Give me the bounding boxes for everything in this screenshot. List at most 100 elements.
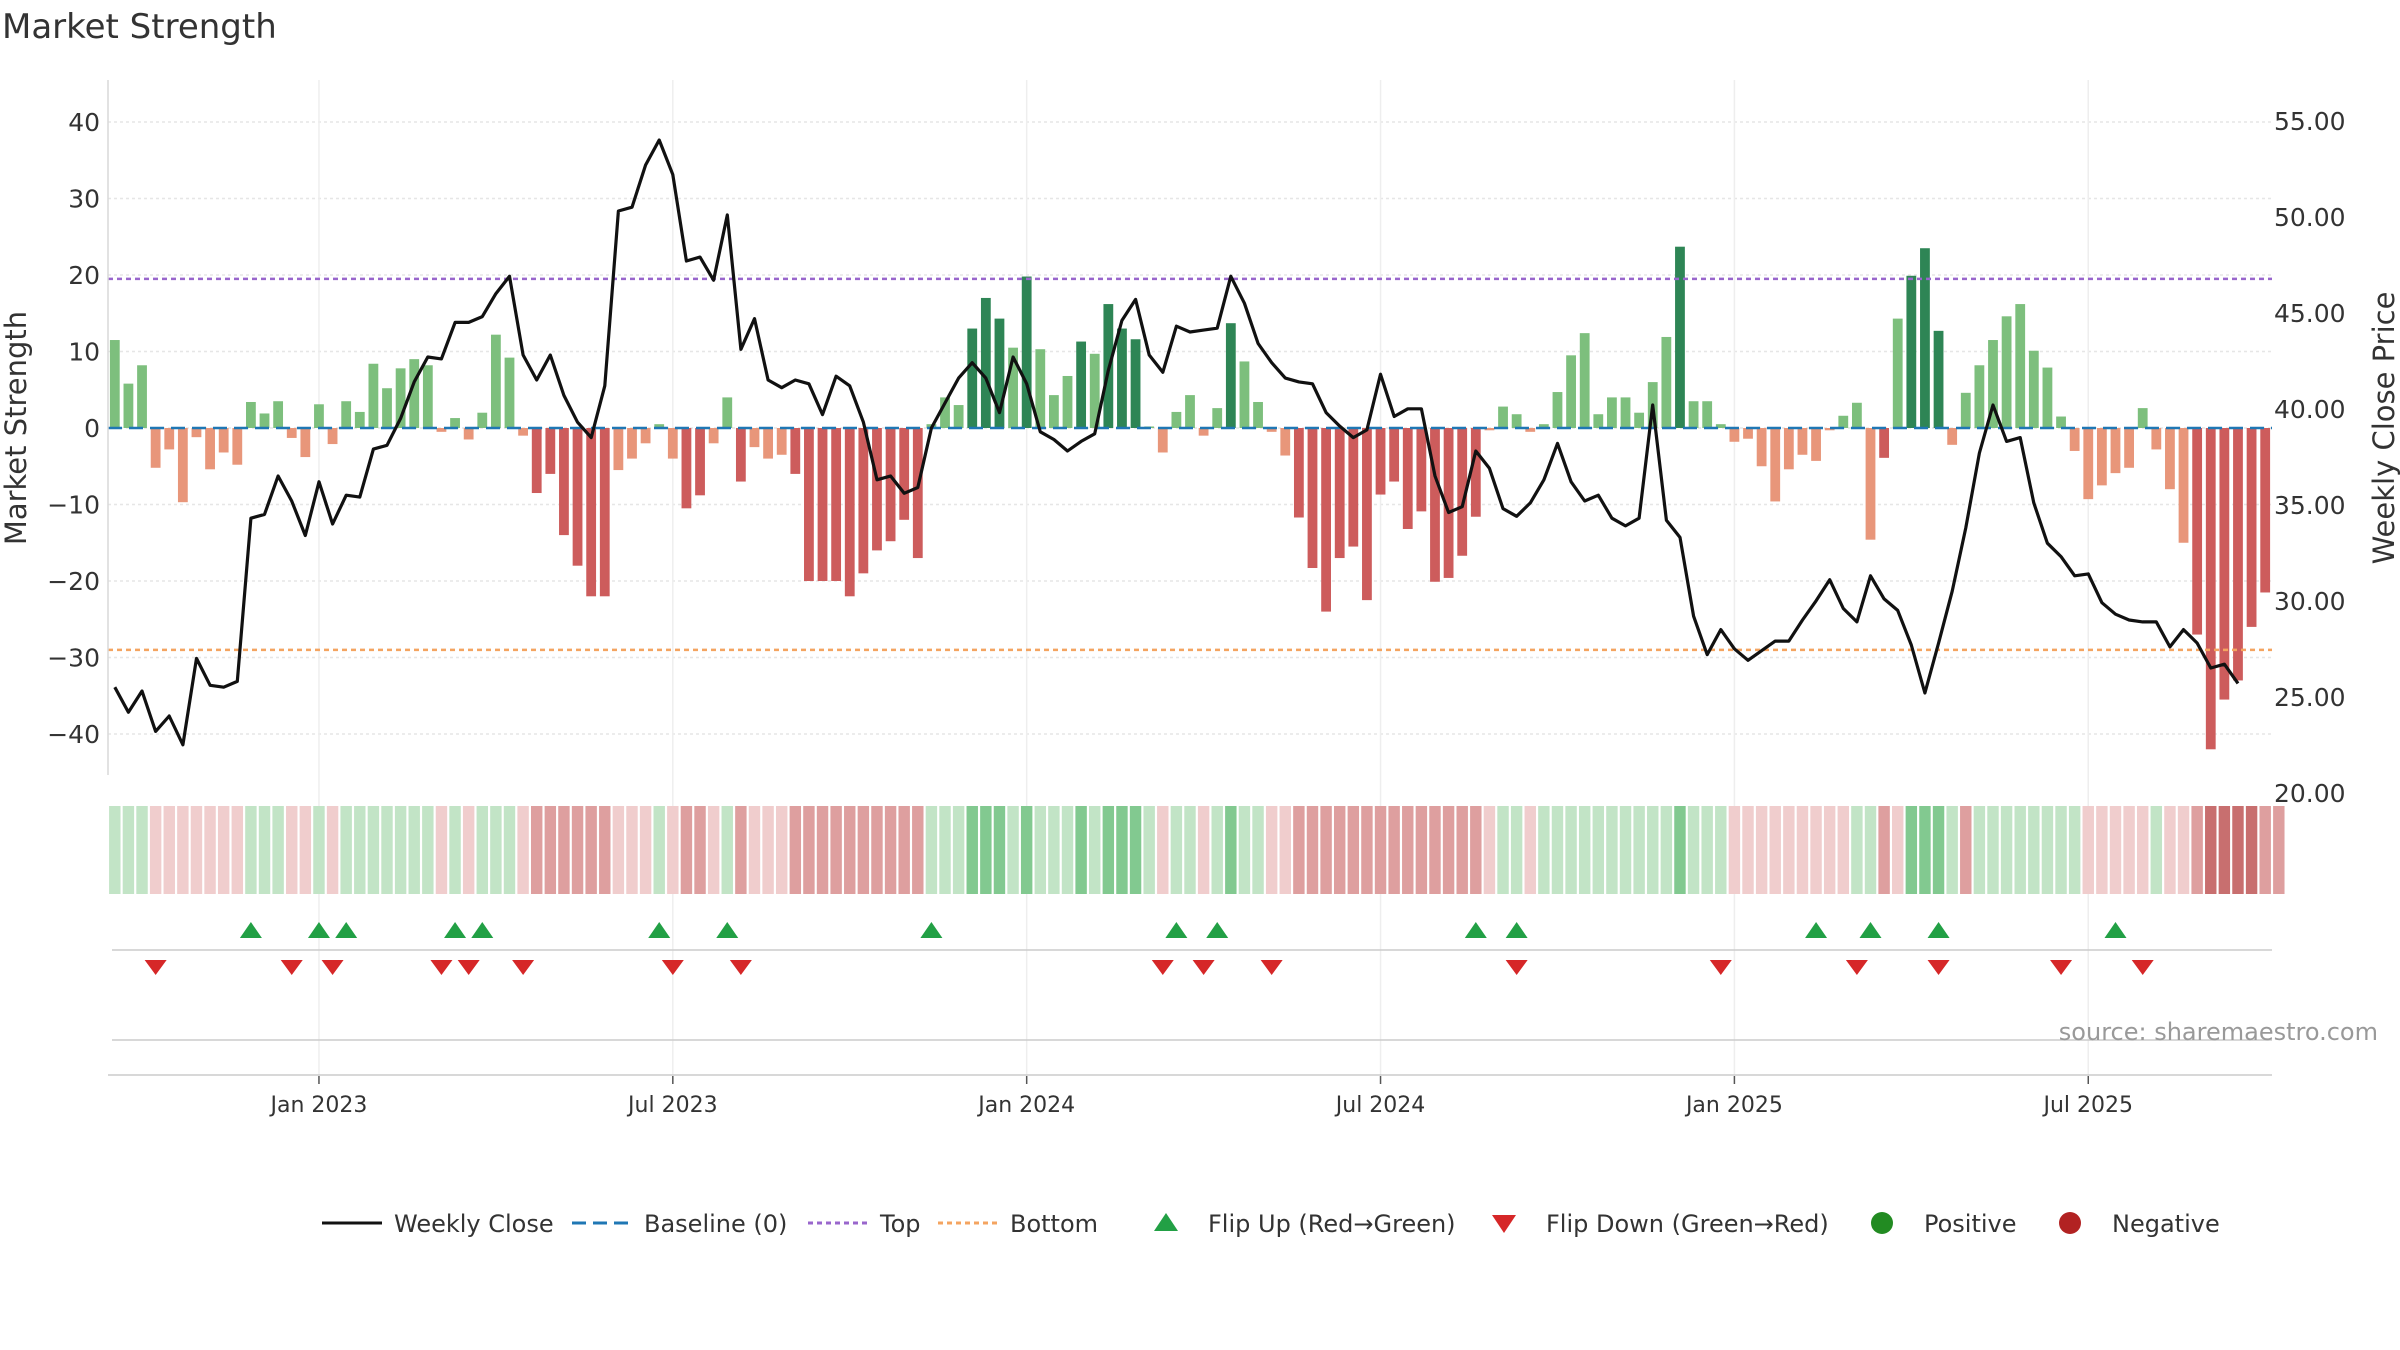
strength-bar bbox=[831, 428, 842, 581]
band-cell bbox=[122, 806, 135, 894]
strength-bar bbox=[940, 397, 950, 428]
strength-bar bbox=[1035, 349, 1046, 428]
strength-bar bbox=[559, 428, 569, 536]
band-cell bbox=[1374, 806, 1387, 894]
band-cell bbox=[1905, 806, 1918, 894]
strength-bar bbox=[1851, 402, 1862, 428]
band-cell bbox=[163, 806, 175, 894]
strength-bar bbox=[1334, 428, 1345, 559]
strength-bar bbox=[1579, 333, 1590, 428]
band-cell bbox=[667, 806, 679, 894]
strength-bar bbox=[613, 428, 624, 471]
y-tick-label: −40 bbox=[47, 720, 100, 749]
strength-bar bbox=[627, 428, 637, 459]
band-cell bbox=[1524, 806, 1536, 894]
flip-down-marker bbox=[1192, 960, 1215, 975]
strength-bar bbox=[1593, 414, 1604, 428]
strength-bar bbox=[1974, 365, 1985, 428]
band-cell bbox=[707, 806, 720, 894]
legend-label-flip_up: Flip Up (Red→Green) bbox=[1208, 1210, 1456, 1238]
band-cell bbox=[912, 806, 924, 894]
band-cell bbox=[1687, 806, 1700, 894]
band-cell bbox=[149, 806, 162, 894]
band-cell bbox=[1442, 806, 1455, 894]
strength-bar bbox=[1607, 397, 1617, 428]
band-cell bbox=[1769, 806, 1781, 894]
band-cell bbox=[2082, 806, 2094, 894]
strength-bar bbox=[1185, 395, 1195, 428]
band-cell bbox=[1660, 806, 1673, 894]
flip-down-marker bbox=[1151, 960, 1174, 975]
band-cell bbox=[340, 806, 352, 894]
strength-bar bbox=[1375, 428, 1386, 495]
strength-bar bbox=[776, 428, 787, 455]
band-cell bbox=[898, 806, 910, 894]
strength-bar bbox=[246, 401, 256, 428]
strength-bar bbox=[1307, 428, 1318, 568]
band-cell bbox=[2259, 806, 2271, 894]
strength-bar bbox=[1130, 339, 1141, 428]
strength-bar bbox=[422, 365, 433, 428]
strength-bar bbox=[1062, 375, 1073, 428]
legend-label-negative: Negative bbox=[2112, 1210, 2220, 1238]
x-tick-label: Jan 2025 bbox=[1684, 1093, 1783, 1118]
strength-bar bbox=[1484, 428, 1495, 431]
band-cell bbox=[1265, 806, 1278, 894]
band-cell bbox=[2028, 806, 2040, 894]
strength-bar bbox=[2165, 428, 2175, 490]
band-cell bbox=[2245, 806, 2258, 894]
band-cell bbox=[1279, 806, 1291, 894]
weekly-close-series bbox=[113, 138, 2240, 747]
strength-bar bbox=[2056, 416, 2066, 428]
strength-bar bbox=[1117, 328, 1127, 428]
strength-bar bbox=[1743, 428, 1753, 439]
strength-bar bbox=[2110, 428, 2121, 474]
band-cell bbox=[367, 806, 380, 894]
band-cell bbox=[1578, 806, 1591, 894]
strength-bar bbox=[1906, 275, 1917, 428]
band-cell bbox=[1783, 806, 1795, 894]
x-tick-label: Jul 2025 bbox=[2041, 1093, 2133, 1118]
strength-bar bbox=[191, 428, 202, 438]
strength-bar bbox=[1266, 428, 1277, 432]
strength-bar bbox=[1675, 246, 1685, 428]
band-cell bbox=[231, 806, 244, 894]
strength-bar bbox=[218, 428, 229, 453]
strength-bar bbox=[1770, 428, 1781, 502]
band-cell bbox=[1048, 806, 1060, 894]
band-cell bbox=[2068, 806, 2081, 894]
strength-bar bbox=[177, 428, 188, 503]
band-cell bbox=[1347, 806, 1360, 894]
band-cell bbox=[1647, 806, 1659, 894]
band-cell bbox=[1510, 806, 1523, 894]
band-cell bbox=[272, 806, 284, 894]
band-cell bbox=[2136, 806, 2149, 894]
band-cell bbox=[1075, 806, 1087, 894]
legend-swatch-negative bbox=[2059, 1212, 2081, 1234]
flip-up-marker bbox=[920, 922, 943, 938]
strength-bar bbox=[1443, 428, 1454, 578]
strength-bar bbox=[844, 428, 855, 597]
flip-up-marker bbox=[1505, 922, 1528, 938]
strength-bar bbox=[395, 368, 406, 428]
strength-bar bbox=[314, 404, 324, 428]
flip-down-marker bbox=[457, 960, 480, 975]
strength-bar bbox=[436, 428, 447, 432]
band-cell bbox=[1225, 806, 1237, 894]
band-cell bbox=[1701, 806, 1713, 894]
band-cell bbox=[1483, 806, 1496, 894]
strength-bar bbox=[368, 363, 379, 428]
legend: Weekly Close Baseline (0) Top Bottom Flip Up… bbox=[322, 1210, 2220, 1238]
band-cell bbox=[326, 806, 339, 894]
y-tick-label: 20 bbox=[68, 261, 100, 290]
flip-up-marker bbox=[1805, 922, 1828, 938]
strength-bar bbox=[164, 428, 175, 450]
y2-tick-label: 20.00 bbox=[2274, 779, 2346, 808]
band-cell bbox=[1361, 806, 1373, 894]
band-cell bbox=[2232, 806, 2244, 894]
y-axis-label: Market Strength bbox=[0, 311, 33, 545]
strength-bar bbox=[273, 401, 284, 428]
strength-bar bbox=[1797, 428, 1808, 455]
band-cell bbox=[1946, 806, 1958, 894]
strength-bar bbox=[1389, 428, 1400, 482]
